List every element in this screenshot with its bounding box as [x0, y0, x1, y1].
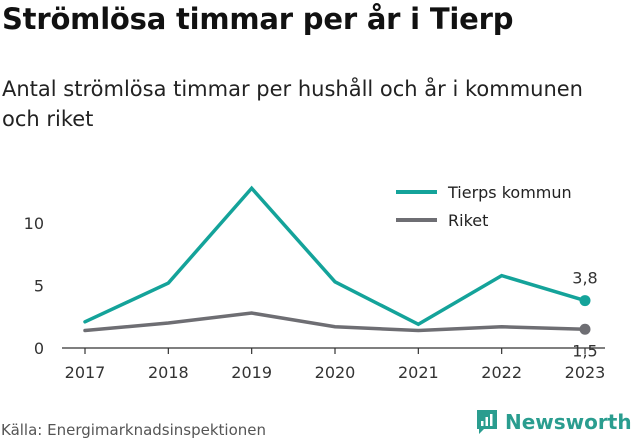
source-note: Källa: Energimarknadsinspektionen	[1, 421, 267, 439]
x-tick-label: 2018	[148, 363, 189, 382]
legend-label-0: Tierps kommun	[447, 183, 572, 202]
series-end-label-0: 3,8	[572, 269, 597, 288]
newsworthy-chart-logo-icon	[477, 410, 497, 434]
series-line-1	[83, 311, 587, 333]
chart-legend: Tierps kommun Riket	[396, 183, 572, 230]
series-end-point-1	[579, 323, 591, 335]
y-tick-label: 0	[34, 339, 44, 358]
series-end-label-1: 1,5	[572, 341, 597, 360]
logo-text: Newsworthy	[505, 410, 631, 434]
chart-title: Strömlösa timmar per år i Tierp	[2, 2, 514, 36]
x-tick-label: 2023	[565, 363, 606, 382]
series-end-point-0	[579, 295, 591, 307]
chart-axes: 2017 2018 2019 2020 2021 2022 2023 0 5 10	[24, 214, 606, 382]
x-tick-label: 2021	[398, 363, 439, 382]
x-tick-label: 2019	[231, 363, 272, 382]
y-tick-label: 5	[34, 277, 44, 296]
x-tick-label: 2017	[65, 363, 106, 382]
x-tick-label: 2022	[481, 363, 522, 382]
series-line-0	[83, 185, 587, 327]
x-tick-label: 2020	[315, 363, 356, 382]
chart-series: 1,5 3,8	[83, 185, 598, 360]
legend-label-1: Riket	[448, 211, 488, 230]
newsworthy-logo: Newsworthy	[475, 407, 631, 437]
y-tick-label: 10	[24, 214, 44, 233]
chart-subtitle: Antal strömlösa timmar per hushåll och å…	[2, 77, 583, 131]
